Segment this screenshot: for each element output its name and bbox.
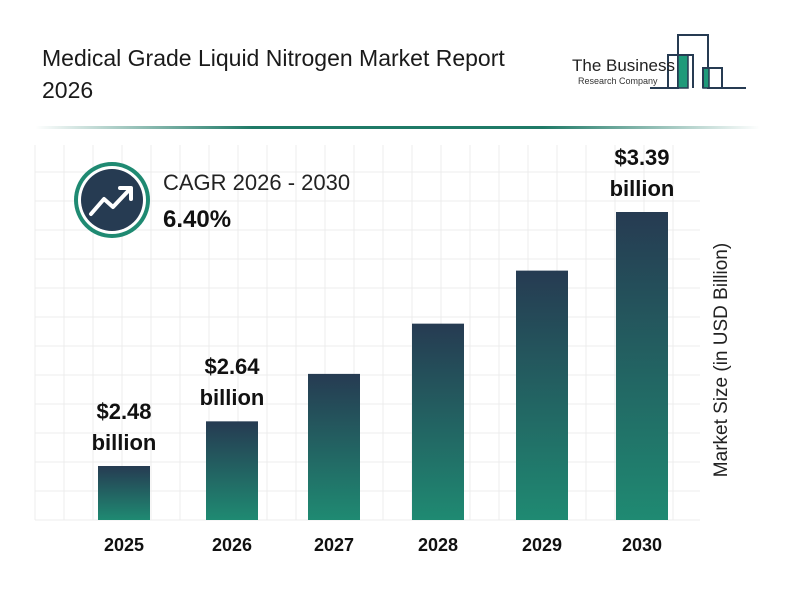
- company-logo: The Business Research Company: [560, 20, 760, 100]
- trending-up-icon: [89, 187, 132, 216]
- data-label: $3.39 billion: [582, 142, 702, 204]
- x-tick-label: 2025: [103, 535, 145, 555]
- bar-2025: [98, 466, 150, 520]
- chart-title: Medical Grade Liquid Nitrogen Market Rep…: [42, 45, 505, 103]
- cagr-label: CAGR 2026 - 2030: [163, 170, 351, 195]
- x-tick-label: 2027: [313, 535, 355, 555]
- data-label-value: $2.48: [96, 399, 152, 424]
- bar-2029: [516, 270, 568, 520]
- logo-buildings-icon: [650, 34, 746, 89]
- data-label: $2.64 billion: [172, 351, 292, 413]
- bar-2027: [308, 373, 360, 520]
- x-tick-label: 2029: [521, 535, 563, 555]
- data-label-unit: billion: [609, 176, 675, 201]
- cagr-value: 6.40%: [163, 206, 232, 233]
- y-axis-label: Market Size (in USD Billion): [711, 242, 732, 478]
- data-label-value: $3.39: [614, 145, 670, 170]
- x-tick-label: 2026: [211, 535, 253, 555]
- logo-subtext: Research Company: [578, 76, 658, 86]
- data-label-unit: billion: [91, 430, 157, 455]
- bar-2028: [412, 323, 464, 520]
- cagr-badge-icon: [74, 162, 150, 238]
- data-label: $2.48 billion: [64, 396, 184, 458]
- bar-2026: [206, 421, 258, 520]
- divider: [35, 126, 760, 129]
- data-label-value: $2.64: [204, 354, 260, 380]
- bar-2030: [616, 212, 668, 520]
- logo-text: The Business: [572, 56, 675, 75]
- x-tick-label: 2028: [417, 535, 459, 555]
- data-label-unit: billion: [199, 385, 265, 411]
- x-tick-label: 2030: [621, 535, 663, 555]
